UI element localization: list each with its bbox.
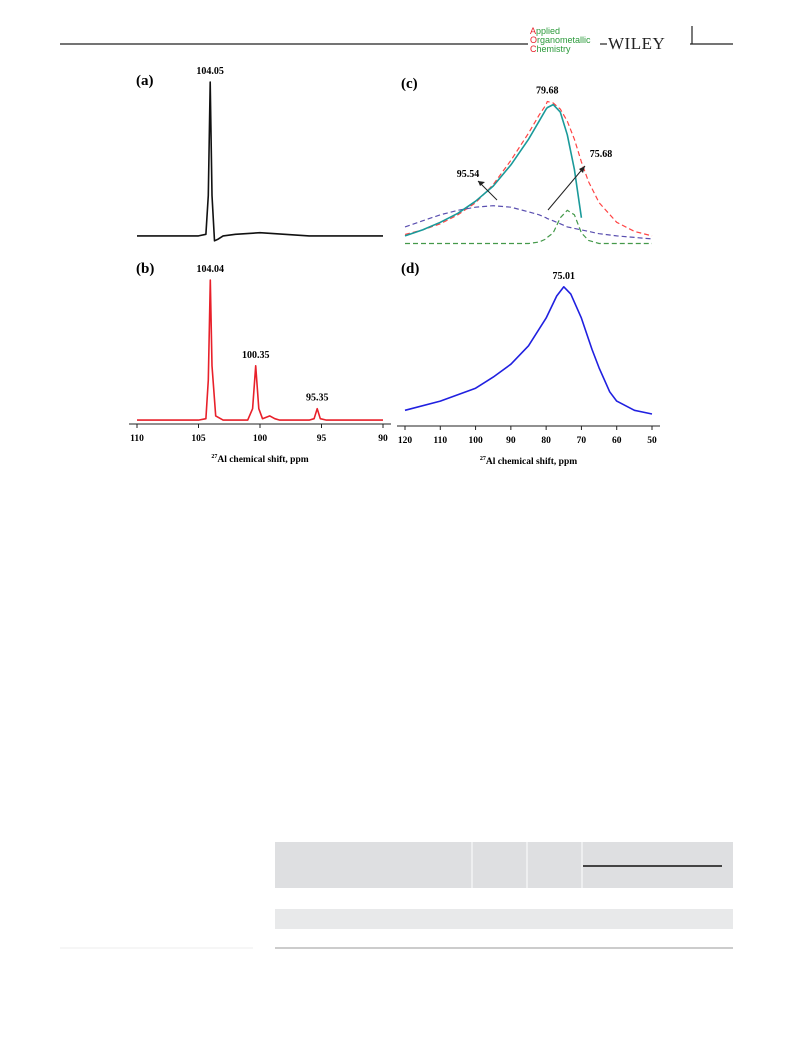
spectrum	[404, 103, 583, 237]
table-row	[275, 909, 733, 929]
x-tick-label: 50	[647, 436, 657, 446]
peak-label: 104.04	[197, 264, 225, 275]
figure: (a) 104.05 (b) 104.04 100.35 95.35 110 105 100 95…	[129, 66, 660, 467]
x-tick-label: 100	[253, 434, 268, 444]
spectrum	[404, 205, 653, 240]
spectrum	[137, 81, 383, 242]
publisher: WILEY	[608, 34, 665, 53]
arrow	[547, 165, 586, 211]
x-tick-label: 90	[378, 434, 388, 444]
spectrum	[137, 279, 383, 421]
journal-name: Organometallic	[530, 35, 591, 45]
x-tick-label: 110	[433, 436, 447, 446]
journal-name: Applied	[530, 26, 560, 36]
x-tick-label: 70	[577, 436, 587, 446]
table-header	[275, 842, 733, 888]
panel-label: (c)	[401, 76, 418, 92]
panel-label: (b)	[136, 261, 154, 277]
spectrum	[404, 286, 653, 415]
journal-name: Chemistry	[530, 44, 571, 54]
arrow-head	[579, 166, 585, 173]
peak-label: 95.35	[306, 393, 329, 404]
x-tick-label: 60	[612, 436, 622, 446]
panel-label: (a)	[136, 73, 154, 89]
x-axis-title-text: Al chemical shift, ppm	[486, 457, 577, 467]
x-axis-title-sup: 27	[211, 454, 217, 460]
x-axis-title: 27Al chemical shift, ppm	[211, 454, 308, 465]
arrow-head	[478, 181, 485, 186]
x-tick-label: 120	[398, 436, 413, 446]
spectrum	[405, 209, 652, 245]
panel-label: (d)	[401, 261, 419, 277]
peak-label: 75.01	[553, 271, 576, 282]
peak-label: 104.05	[196, 66, 224, 77]
peak-label: 95.54	[457, 169, 480, 180]
x-tick-label: 95	[317, 434, 327, 444]
peak-label: 79.68	[536, 86, 559, 97]
x-tick-label: 80	[541, 436, 551, 446]
x-axis-title: 27Al chemical shift, ppm	[480, 456, 577, 467]
peak-label: 75.68	[590, 149, 613, 160]
x-tick-label: 90	[506, 436, 516, 446]
x-tick-label: 110	[130, 434, 144, 444]
x-tick-label: 105	[191, 434, 206, 444]
spectrum	[404, 100, 653, 237]
x-tick-label: 100	[468, 436, 483, 446]
x-axis-title-sup: 27	[480, 456, 486, 462]
x-axis-title-text: Al chemical shift, ppm	[217, 455, 308, 465]
peak-label: 100.35	[242, 350, 270, 361]
